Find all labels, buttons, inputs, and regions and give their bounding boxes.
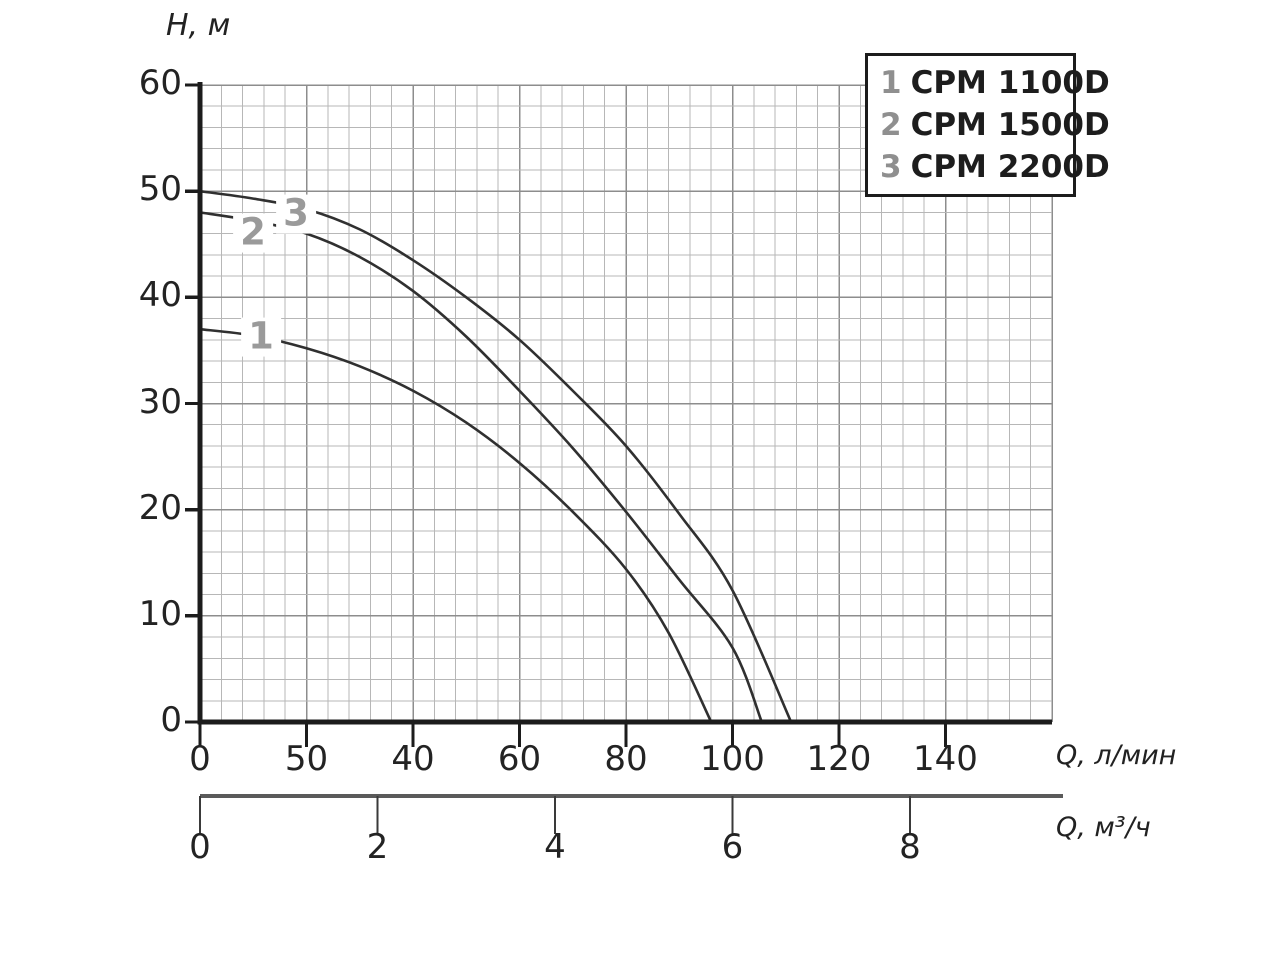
x-tick-label-m3h-4: 4	[544, 827, 566, 867]
legend-series-number: 1	[880, 64, 902, 101]
legend-series-name: CPM 2200D	[910, 148, 1110, 185]
x-tick-label-lmin-40: 40	[391, 739, 435, 779]
curve-label-2: 2	[233, 213, 273, 253]
pump-curve-1	[198, 327, 713, 724]
legend-series-number: 2	[880, 106, 902, 143]
y-tick-label-20: 20	[138, 487, 182, 528]
x-tick-label-lmin-50: 50	[284, 739, 329, 779]
x-tick-label-m3h-8: 8	[899, 827, 921, 867]
x-tick-label-lmin-80: 80	[604, 739, 648, 779]
curve-label-1: 1	[241, 317, 281, 357]
y-tick-label-60: 60	[138, 63, 182, 103]
x-tick-label-m3h-6: 6	[721, 827, 744, 867]
x-tick-label-m3h-2: 2	[366, 827, 389, 867]
legend-series-name: CPM 1500D	[910, 106, 1110, 143]
x-axis-unit-m3h: Q, м³/ч	[1056, 812, 1151, 843]
x-tick-label-lmin-0: 0	[189, 739, 211, 779]
x-tick-label-lmin-140: 140	[913, 739, 978, 779]
y-tick-label-40: 40	[138, 275, 182, 316]
legend-row: 3 CPM 2200D	[880, 148, 1110, 185]
x-axis-unit-lmin: Q, л/мин	[1056, 740, 1177, 771]
x-tick-label-m3h-0: 0	[189, 827, 211, 867]
y-axis-title: H, м	[166, 8, 231, 43]
legend-row: 2 CPM 1500D	[880, 106, 1110, 143]
pump-curve-2	[198, 211, 764, 724]
legend-box: 1 CPM 1100D 2 CPM 1500D 3 CPM 2200D	[865, 53, 1110, 197]
y-tick-label-0: 0	[160, 700, 182, 740]
legend-series-name: CPM 1100D	[910, 64, 1110, 101]
x-tick-label-lmin-100: 100	[700, 739, 765, 779]
curve-label-3: 3	[276, 194, 316, 234]
y-tick-label-50: 50	[138, 169, 182, 210]
y-tick-label-30: 30	[138, 381, 182, 422]
y-tick-label-10: 10	[138, 593, 182, 634]
x-tick-label-lmin-120: 120	[806, 739, 872, 779]
legend-row: 1 CPM 1100D	[880, 64, 1110, 101]
pump-curve-3	[198, 189, 793, 724]
legend-series-number: 3	[880, 148, 902, 185]
x-tick-label-lmin-60: 60	[497, 739, 542, 779]
